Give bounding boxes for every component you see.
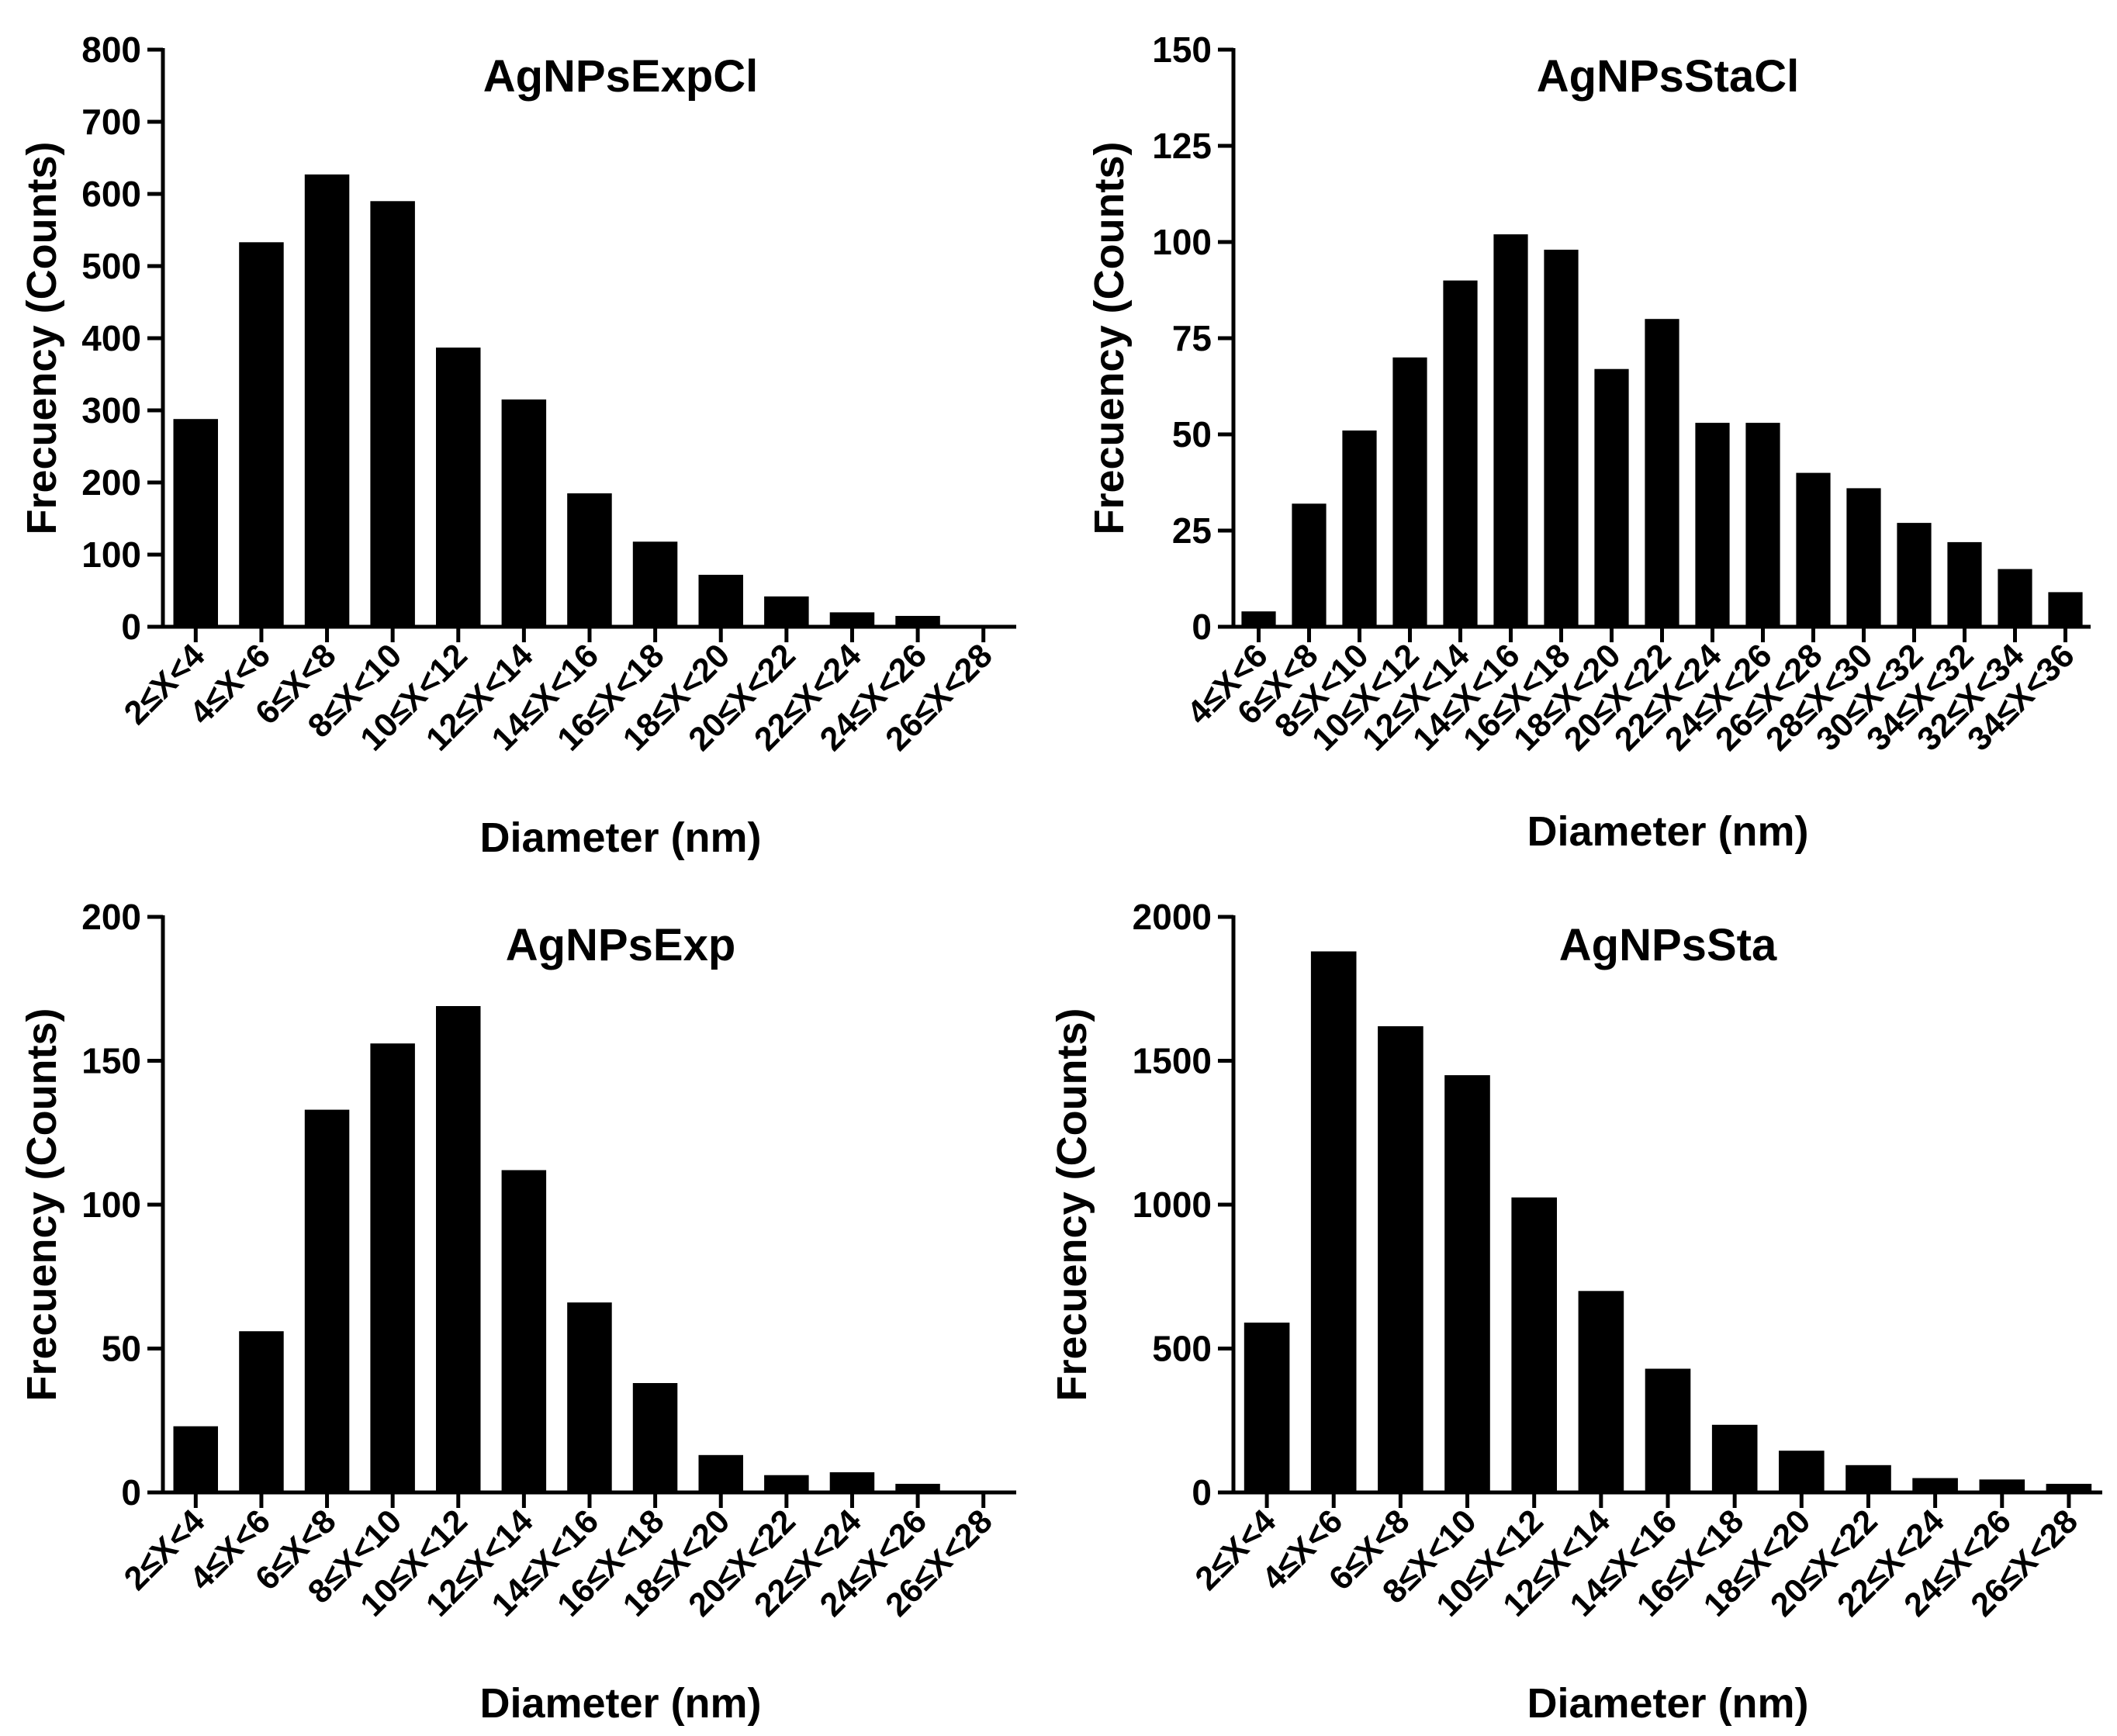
bar — [1493, 234, 1528, 627]
y-tick-label: 150 — [1152, 29, 1212, 70]
bar — [698, 575, 743, 627]
x-axis-title: Diameter (nm) — [479, 814, 761, 861]
chart-title: AgNPsExpCl — [483, 51, 759, 102]
x-axis-title: Diameter (nm) — [1527, 1680, 1808, 1727]
y-axis-title: Frecuency (Counts) — [19, 141, 65, 534]
bar — [1292, 503, 1327, 627]
bar — [436, 348, 481, 627]
bar — [436, 1006, 481, 1492]
bar — [1695, 423, 1730, 627]
bar — [895, 1483, 940, 1492]
y-tick-label: 25 — [1172, 510, 1212, 551]
chart-title: AgNPsSta — [1559, 920, 1777, 970]
y-tick-label: 150 — [81, 1041, 141, 1081]
bar — [1594, 368, 1629, 627]
y-tick-label: 2000 — [1133, 897, 1212, 937]
bar — [173, 419, 218, 627]
bar — [1711, 1424, 1758, 1492]
y-tick-label: 50 — [102, 1329, 141, 1369]
y-tick-label: 300 — [81, 390, 141, 431]
bar — [1845, 1465, 1891, 1492]
y-tick-label: 75 — [1172, 318, 1212, 358]
bar — [1897, 523, 1932, 627]
y-tick-label: 500 — [1152, 1329, 1212, 1369]
bar — [2048, 592, 2083, 627]
y-tick-label: 125 — [1152, 126, 1212, 166]
bar — [1444, 1075, 1490, 1492]
bar — [1443, 280, 1478, 627]
y-tick-label: 200 — [81, 462, 141, 503]
y-tick-label: 100 — [81, 534, 141, 575]
bar — [1578, 1291, 1624, 1492]
bar — [1544, 249, 1579, 627]
bar — [1310, 951, 1357, 1492]
y-tick-label: 200 — [81, 897, 141, 937]
bar — [239, 1331, 284, 1492]
bar — [764, 1475, 809, 1492]
y-axis-title: Frecuency (Counts) — [1049, 1008, 1095, 1401]
bar — [567, 1302, 612, 1492]
y-tick-label: 0 — [121, 1472, 141, 1513]
bar — [698, 1454, 743, 1492]
bar — [239, 242, 284, 627]
chart-title: AgNPsExp — [506, 920, 736, 970]
y-axis-title: Frecuency (Counts) — [1086, 141, 1133, 534]
bar — [632, 541, 678, 627]
y-axis-title: Frecuency (Counts) — [19, 1008, 65, 1401]
bar — [1378, 1026, 1423, 1492]
bar — [1745, 423, 1780, 627]
bar — [1846, 488, 1881, 627]
y-tick-label: 700 — [81, 102, 141, 142]
y-tick-label: 0 — [1192, 1472, 1212, 1513]
bar — [1779, 1451, 1825, 1492]
y-tick-label: 100 — [1152, 222, 1212, 262]
bar — [2046, 1483, 2092, 1492]
y-tick-label: 400 — [81, 318, 141, 358]
bar — [1796, 472, 1831, 627]
bar — [567, 493, 612, 627]
bar — [1979, 1479, 2025, 1492]
bar — [501, 399, 547, 627]
y-tick-label: 0 — [1192, 607, 1212, 647]
bar — [173, 1426, 218, 1492]
bar — [829, 1472, 875, 1492]
bar — [1342, 431, 1377, 627]
y-tick-label: 800 — [81, 29, 141, 70]
y-tick-label: 0 — [121, 607, 141, 647]
y-tick-label: 1000 — [1133, 1184, 1212, 1225]
y-tick-label: 50 — [1172, 414, 1212, 455]
bar — [1998, 569, 2032, 627]
bar — [1645, 319, 1679, 627]
bar — [895, 616, 940, 627]
bar — [1511, 1197, 1557, 1492]
bar — [1947, 541, 1982, 627]
bar — [304, 174, 350, 627]
chart-title: AgNPsStaCl — [1537, 51, 1799, 102]
bar — [1244, 1323, 1290, 1492]
bar — [1645, 1368, 1691, 1492]
bar — [1912, 1478, 1958, 1492]
bar — [370, 1043, 415, 1492]
bar — [632, 1383, 678, 1492]
y-tick-label: 600 — [81, 174, 141, 214]
y-tick-label: 1500 — [1133, 1041, 1212, 1081]
bar — [304, 1109, 350, 1492]
x-axis-title: Diameter (nm) — [479, 1680, 761, 1727]
bar — [764, 596, 809, 627]
x-axis-title: Diameter (nm) — [1527, 808, 1808, 855]
bar — [1241, 611, 1276, 627]
bar — [829, 612, 875, 627]
bar — [370, 201, 415, 627]
y-tick-label: 500 — [81, 246, 141, 286]
bar — [1392, 357, 1427, 627]
y-tick-label: 100 — [81, 1184, 141, 1225]
bar — [501, 1170, 547, 1492]
